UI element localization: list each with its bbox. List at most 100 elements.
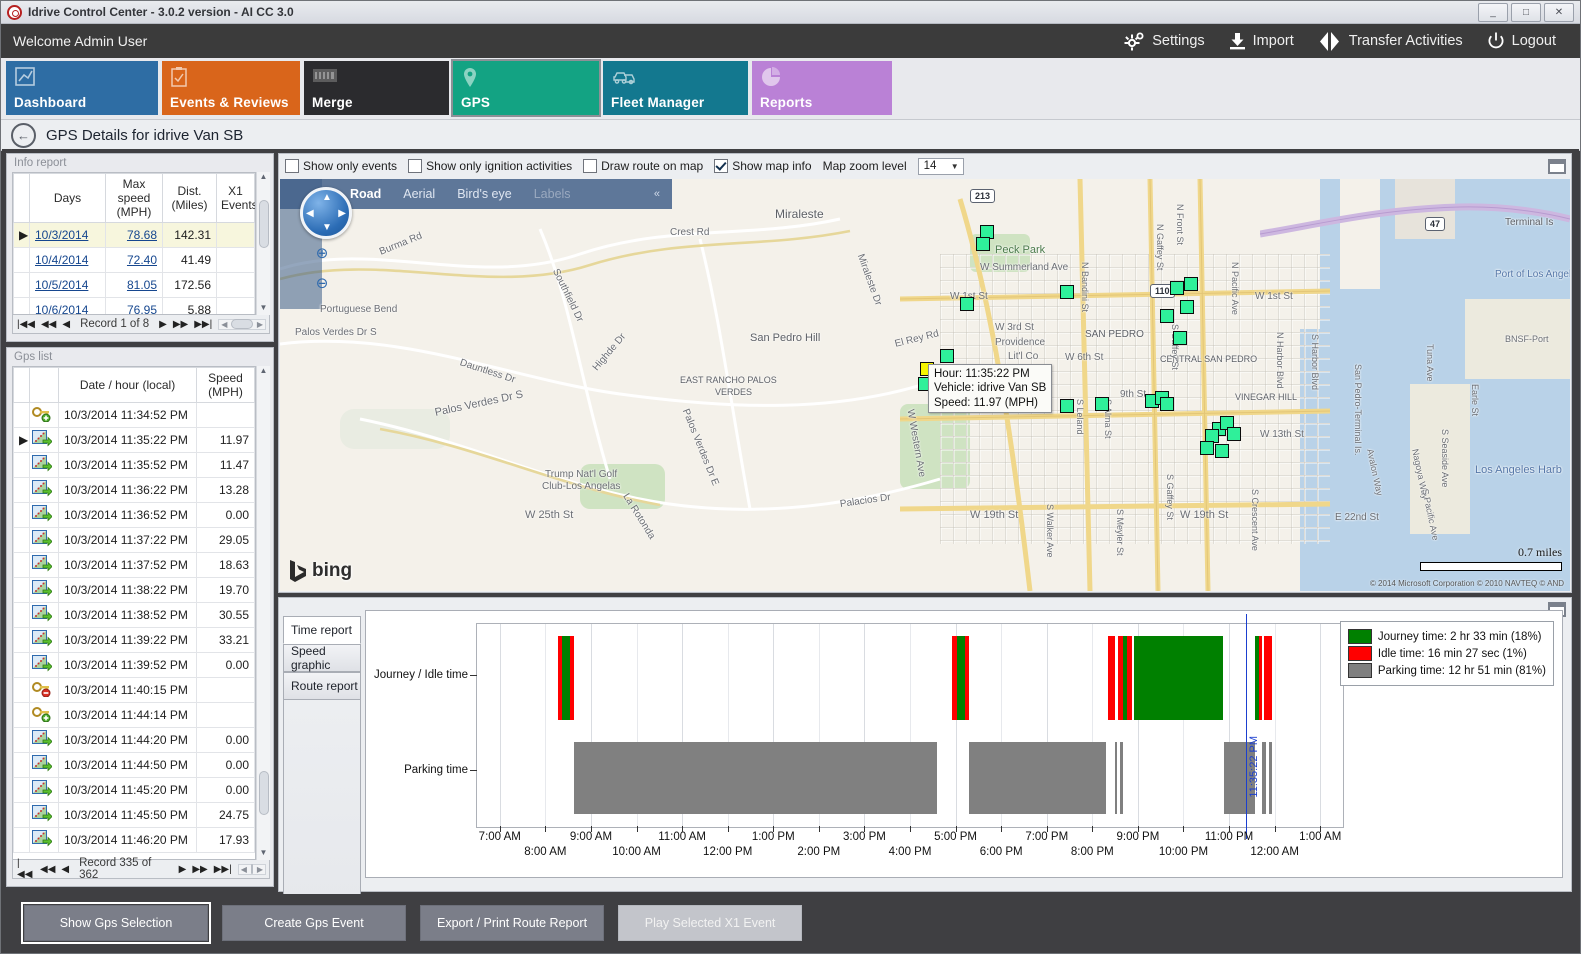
- nav-prev-page[interactable]: ◀◀: [40, 863, 56, 875]
- map-toolbar-collapse-icon[interactable]: «: [653, 188, 660, 200]
- table-row[interactable]: 10/3/2014 11:36:22 PM 13.28: [13, 477, 255, 503]
- cell-day[interactable]: 10/6/2014: [29, 297, 106, 314]
- table-row[interactable]: 10/3/2014 11:38:52 PM 30.55: [13, 602, 255, 628]
- table-row[interactable]: 10/6/2014 76.95 5.88: [13, 297, 255, 314]
- tab-time-report[interactable]: Time report: [283, 616, 361, 644]
- nav-next-page[interactable]: ▶▶: [192, 863, 208, 875]
- gps-col-speed[interactable]: Speed (MPH): [196, 367, 255, 403]
- map-gps-marker[interactable]: [1170, 281, 1184, 295]
- map-view-road[interactable]: Road: [350, 187, 382, 201]
- map-view-birdseye[interactable]: Bird's eye: [457, 187, 512, 201]
- nav-prev[interactable]: ◀: [61, 863, 70, 875]
- info-hscrollbar[interactable]: ◀ ▶: [218, 318, 266, 330]
- table-row[interactable]: 10/3/2014 11:39:22 PM 33.21: [13, 627, 255, 653]
- table-row[interactable]: 10/3/2014 11:45:50 PM 24.75: [13, 802, 255, 828]
- info-col-max-speed[interactable]: Max speed (MPH): [105, 173, 163, 223]
- map-pan-control[interactable]: ▲ ◀ ▶ ▼: [300, 187, 352, 239]
- bing-logo[interactable]: bing: [288, 559, 352, 583]
- play-selected-x1-event-button[interactable]: Play Selected X1 Event: [618, 905, 803, 941]
- show-map-info-checkbox[interactable]: Show map info: [714, 159, 812, 173]
- table-row[interactable]: 10/3/2014 11:35:52 PM 11.47: [13, 452, 255, 478]
- minimize-button[interactable]: _: [1478, 2, 1508, 22]
- show-gps-selection-button[interactable]: Show Gps Selection: [21, 902, 211, 944]
- map-view-labels[interactable]: Labels: [533, 187, 571, 201]
- table-row[interactable]: 10/3/2014 11:37:22 PM 29.05: [13, 527, 255, 553]
- module-tile-gps[interactable]: GPS: [451, 59, 601, 117]
- map-gps-marker[interactable]: [940, 349, 954, 363]
- create-gps-event-button[interactable]: Create Gps Event: [222, 905, 406, 941]
- map-gps-marker[interactable]: [1095, 397, 1109, 411]
- map-zoom-out-button[interactable]: ⊖: [315, 275, 329, 292]
- scroll-down-icon[interactable]: ▼: [259, 848, 268, 857]
- table-row[interactable]: 10/3/2014 11:36:52 PM 0.00: [13, 502, 255, 528]
- nav-prev[interactable]: ◀: [62, 318, 71, 330]
- table-row[interactable]: 10/4/2014 72.40 41.49: [13, 247, 255, 273]
- nav-next-page[interactable]: ▶▶: [172, 318, 189, 330]
- map-gps-marker[interactable]: [1060, 399, 1074, 413]
- map-gps-marker[interactable]: [976, 237, 990, 251]
- export-print-route-report-button[interactable]: Export / Print Route Report: [420, 905, 605, 941]
- info-col-x1-events[interactable]: X1 Events: [216, 173, 255, 223]
- close-button[interactable]: ✕: [1544, 2, 1574, 22]
- module-tile-merge[interactable]: Merge: [304, 61, 449, 115]
- map-gps-marker[interactable]: [1160, 397, 1174, 411]
- module-tile-events-reviews[interactable]: Events & Reviews: [162, 61, 300, 115]
- gps-list-vscrollbar[interactable]: ▲ ▼: [256, 366, 270, 860]
- map-view-aerial[interactable]: Aerial: [403, 187, 436, 201]
- map-gps-marker[interactable]: [1200, 441, 1214, 455]
- scroll-up-icon[interactable]: ▲: [259, 366, 268, 375]
- table-row[interactable]: 10/3/2014 11:44:14 PM: [13, 702, 255, 728]
- import-button[interactable]: Import: [1229, 32, 1294, 50]
- cell-day[interactable]: 10/4/2014: [29, 247, 106, 273]
- hscroll-thumb[interactable]: [231, 319, 253, 329]
- chart-plot[interactable]: Journey / Idle time Parking time 11:35:2…: [374, 614, 1344, 839]
- back-button[interactable]: ←: [11, 122, 36, 148]
- map-gps-marker[interactable]: [1184, 277, 1198, 291]
- map-gps-marker[interactable]: [960, 297, 974, 311]
- draw-route-checkbox[interactable]: Draw route on map: [583, 159, 703, 173]
- maximize-button[interactable]: □: [1511, 2, 1541, 22]
- module-tile-fleet-manager[interactable]: Fleet Manager: [603, 61, 748, 115]
- info-col-days[interactable]: Days: [29, 173, 106, 223]
- table-row[interactable]: 10/3/2014 11:38:22 PM 19.70: [13, 577, 255, 603]
- map-panel-expand-icon[interactable]: [1548, 159, 1566, 174]
- hscroll-thumb[interactable]: [250, 864, 253, 874]
- cell-day[interactable]: 10/3/2014: [29, 222, 106, 248]
- nav-prev-page[interactable]: ◀◀: [40, 318, 57, 330]
- info-col-dist[interactable]: Dist. (Miles): [162, 173, 217, 223]
- nav-next[interactable]: ▶: [159, 318, 167, 330]
- table-row[interactable]: 10/5/2014 81.05 172.56: [13, 272, 255, 298]
- table-row[interactable]: 10/3/2014 11:39:52 PM 0.00: [13, 652, 255, 678]
- map-gps-marker[interactable]: [1060, 285, 1074, 299]
- table-row[interactable]: 10/3/2014 11:45:20 PM 0.00: [13, 777, 255, 803]
- module-tile-dashboard[interactable]: Dashboard: [6, 61, 158, 115]
- table-row[interactable]: 10/3/2014 11:40:15 PM: [13, 677, 255, 703]
- nav-next[interactable]: ▶: [178, 863, 187, 875]
- tab-speed-graphic[interactable]: Speed graphic: [283, 644, 361, 672]
- show-only-ignition-checkbox[interactable]: Show only ignition activities: [408, 159, 572, 173]
- cell-day[interactable]: 10/5/2014: [29, 272, 106, 298]
- settings-button[interactable]: Settings: [1124, 32, 1205, 51]
- nav-last[interactable]: ▶▶|: [194, 318, 213, 330]
- cell-max-speed[interactable]: 76.95: [105, 297, 163, 314]
- cell-max-speed[interactable]: 72.40: [105, 247, 163, 273]
- scroll-thumb[interactable]: [259, 771, 269, 815]
- nav-first[interactable]: |◀◀: [17, 318, 35, 330]
- module-tile-reports[interactable]: Reports: [752, 61, 892, 115]
- gps-hscrollbar[interactable]: ◀ ▶: [237, 863, 266, 875]
- show-only-events-checkbox[interactable]: Show only events: [285, 159, 397, 173]
- map-gps-marker[interactable]: [1215, 444, 1229, 458]
- map-gps-marker[interactable]: [1173, 331, 1187, 345]
- map-gps-marker[interactable]: [1160, 309, 1174, 323]
- nav-first[interactable]: |◀◀: [17, 858, 33, 880]
- table-row[interactable]: 10/3/2014 11:44:50 PM 0.00: [13, 752, 255, 778]
- table-row[interactable]: 10/3/2014 11:37:52 PM 18.63: [13, 552, 255, 578]
- logout-button[interactable]: Logout: [1487, 32, 1556, 50]
- table-row[interactable]: ▶ 10/3/2014 11:35:22 PM 11.97: [13, 427, 255, 453]
- map-zoom-in-button[interactable]: ⊕: [315, 245, 329, 262]
- gps-col-datetime[interactable]: Date / hour (local): [58, 367, 197, 403]
- info-report-vscrollbar[interactable]: ▲ ▼: [256, 172, 270, 315]
- scroll-down-icon[interactable]: ▼: [259, 303, 268, 312]
- tab-route-report[interactable]: Route report: [283, 672, 361, 700]
- map-canvas[interactable]: Road Aerial Bird's eye Labels « ▲ ◀ ▶ ▼ …: [280, 179, 1570, 591]
